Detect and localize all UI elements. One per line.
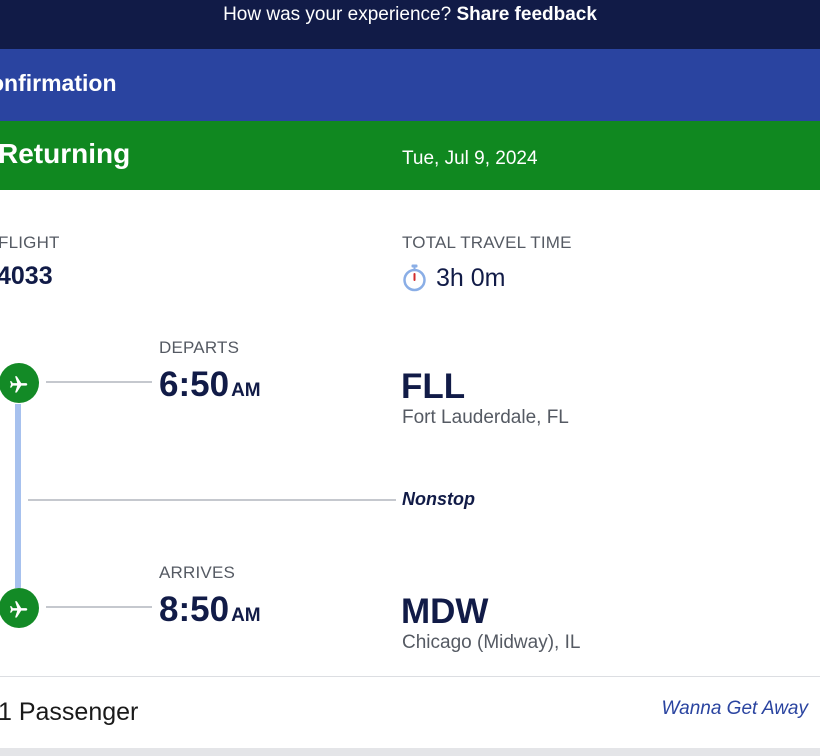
flight-number: 4033: [0, 262, 53, 290]
departs-label: DEPARTS: [159, 338, 240, 357]
arrival-time: 8:50 AM: [159, 590, 261, 630]
departure-connector: [46, 381, 152, 383]
arrival-connector: [46, 606, 152, 608]
departure-ampm: AM: [231, 380, 261, 401]
arrival-plane-icon: [0, 588, 39, 628]
stopwatch-icon: [403, 264, 426, 292]
nonstop-connector: [28, 499, 396, 501]
divider: [0, 676, 820, 677]
returning-header: Returning Tue, Jul 9, 2024: [0, 121, 820, 190]
fare-type: Wanna Get Away: [661, 698, 808, 719]
arrival-airport-code: MDW: [401, 592, 489, 631]
departure-clock: 6:50: [159, 365, 230, 404]
arrival-clock: 8:50: [159, 590, 230, 629]
plane-icon: [10, 376, 28, 393]
flight-label: FLIGHT: [0, 233, 60, 252]
departure-airport-code: FLL: [401, 367, 466, 406]
travel-time-value: 3h 0m: [436, 263, 506, 292]
departure-city: Fort Lauderdale, FL: [402, 407, 569, 428]
travel-time: 3h 0m: [402, 262, 505, 294]
trip-direction: Returning: [0, 138, 131, 169]
travel-time-label: TOTAL TRAVEL TIME: [402, 233, 572, 252]
arrives-label: ARRIVES: [159, 563, 236, 582]
share-feedback-link[interactable]: Share feedback: [456, 4, 597, 25]
arrival-city: Chicago (Midway), IL: [402, 632, 581, 653]
page-title: onfirmation: [0, 70, 117, 96]
bottom-strip: [0, 748, 820, 756]
stops-label: Nonstop: [402, 489, 475, 509]
feedback-prompt: How was your experience?: [223, 4, 452, 25]
plane-icon: [10, 601, 28, 618]
departure-plane-icon: [0, 363, 39, 403]
timeline-line: [15, 404, 21, 588]
confirmation-header: onfirmation: [0, 49, 820, 121]
feedback-banner: How was your experience? Share feedback: [0, 0, 820, 49]
arrival-ampm: AM: [231, 605, 261, 626]
trip-date: Tue, Jul 9, 2024: [402, 148, 538, 169]
passenger-count: 1 Passenger: [0, 698, 139, 726]
departure-time: 6:50 AM: [159, 365, 261, 405]
